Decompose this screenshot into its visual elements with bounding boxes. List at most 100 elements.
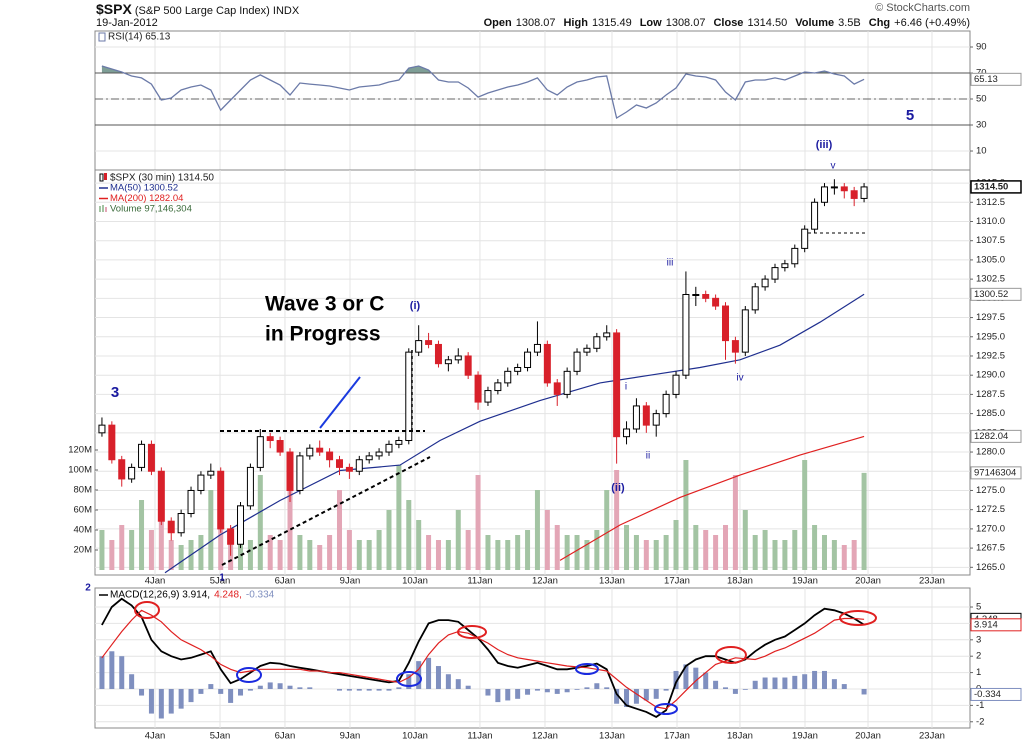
drawings — [134, 232, 877, 715]
candle-body — [632, 405, 640, 430]
candle-body — [613, 332, 621, 438]
value-tag-label: 1300.52 — [974, 289, 1008, 300]
wave-label: 2 — [85, 583, 91, 594]
histogram-bar — [633, 688, 639, 704]
quote-label: Close — [713, 17, 744, 29]
x-tick-label: 23Jan — [919, 576, 945, 587]
candle-body — [494, 382, 502, 392]
legend-swatch — [99, 206, 101, 212]
histogram-bar — [99, 656, 105, 689]
histogram-bar — [435, 666, 441, 689]
header-title: $SPX (S&P 500 Large Cap Index) INDX — [96, 1, 299, 17]
candle-body — [306, 447, 314, 457]
x-tick-label: 5Jan — [210, 731, 231, 742]
candle-body — [781, 263, 789, 269]
ellipse — [396, 671, 422, 687]
x-tick-label: 9Jan — [340, 576, 361, 587]
volume-bar — [554, 525, 560, 570]
candle-body — [830, 186, 838, 189]
candle-body — [326, 451, 334, 461]
wave-label: ii — [646, 451, 650, 462]
candle-body — [395, 440, 403, 445]
x-tick-label: 13Jan — [599, 576, 625, 587]
histogram-bar — [515, 688, 521, 699]
histogram-bar — [376, 688, 382, 691]
candle-body — [652, 413, 660, 426]
candle-body — [246, 466, 254, 507]
volume-bar — [663, 535, 669, 570]
credit: © StockCharts.com — [875, 2, 970, 14]
value-tag-label: 1314.50 — [974, 181, 1008, 192]
wave-label: (ii) — [611, 482, 625, 494]
legend-icon — [104, 173, 107, 180]
x-tick-label: 9Jan — [340, 731, 361, 742]
ellipse — [839, 610, 877, 626]
histogram-bar — [762, 677, 768, 689]
candle-body — [316, 447, 324, 453]
quote-value: 1315.49 — [591, 17, 632, 29]
candle-body — [662, 393, 670, 415]
legend-entry: MA(50) 1300.52 — [110, 183, 178, 194]
legend-entry: MACD(12,26,9) 3.914, — [110, 590, 210, 601]
volume-bar — [624, 525, 630, 570]
y-tick-label: 1287.5 — [976, 389, 1005, 400]
histogram-bar — [752, 680, 758, 689]
volume-bar — [614, 470, 620, 570]
y-tick-label: 2 — [976, 651, 981, 662]
candle-body — [138, 443, 146, 468]
value-tag-label: 1282.04 — [974, 431, 1008, 442]
histogram-bar — [218, 688, 224, 694]
volume-bar — [505, 540, 511, 570]
candle-body — [642, 405, 650, 426]
candle-body — [820, 186, 828, 203]
volume-tick-label: 100M — [68, 465, 92, 476]
candle-body — [771, 267, 779, 280]
candle-body — [484, 390, 492, 403]
volume-bar — [831, 540, 837, 570]
histogram-bar — [624, 688, 630, 708]
histogram-bar — [445, 674, 451, 689]
histogram-bar — [297, 687, 303, 689]
quote-value: 3.5B — [838, 17, 861, 29]
histogram-bar — [228, 688, 234, 703]
volume-bar — [297, 535, 303, 570]
volume-bar — [277, 540, 283, 570]
quote-label: Low — [639, 17, 662, 29]
volume-bar — [317, 545, 323, 570]
histogram-bar — [653, 688, 659, 699]
volume-bar — [445, 540, 451, 570]
legend-entry: RSI(14) 65.13 — [108, 32, 171, 43]
histogram-bar — [772, 677, 778, 689]
candle-body — [672, 374, 680, 395]
volume-bar — [119, 525, 125, 570]
candle-body — [276, 440, 284, 453]
wave-note: Wave 3 or C — [265, 293, 384, 316]
exchange: INDX — [272, 5, 300, 17]
candle-body — [524, 351, 532, 369]
value-tag — [970, 618, 1022, 632]
histogram-bar — [732, 688, 738, 694]
candle-body — [623, 428, 631, 438]
legend-swatch — [105, 207, 107, 212]
x-tick-label: 4Jan — [145, 731, 166, 742]
histogram-bar — [683, 664, 689, 689]
volume-bar — [346, 530, 352, 570]
macd-line — [101, 609, 865, 710]
candle-body — [583, 347, 591, 353]
y-tick-label: 30 — [976, 120, 987, 131]
ellipse — [654, 703, 678, 715]
volume-bar — [703, 530, 709, 570]
volume-tick-label: 60M — [74, 505, 93, 516]
annotations: 3 Wave 3 or C in Progress (i) (ii) (iii)… — [85, 107, 914, 594]
volume-bar — [762, 530, 768, 570]
candle-body — [791, 247, 799, 265]
volume-bar — [633, 535, 639, 570]
histogram-bar — [465, 685, 471, 689]
volume-bar — [821, 535, 827, 570]
y-tick-label: 1295.0 — [976, 331, 1005, 342]
x-tick-label: 17Jan — [664, 731, 690, 742]
y-tick-label: 5 — [976, 602, 981, 613]
candle-body — [434, 343, 442, 365]
histogram-bar — [604, 687, 610, 689]
